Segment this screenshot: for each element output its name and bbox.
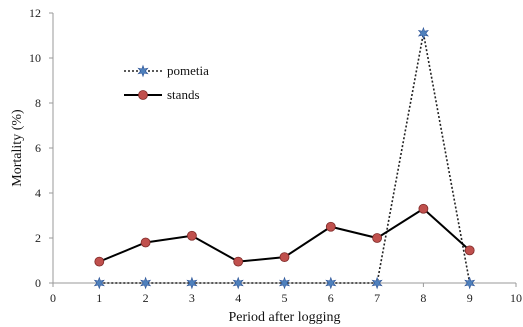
data-point-pometia <box>278 276 291 290</box>
legend: pometia stands <box>124 63 209 102</box>
data-point-pometia <box>93 276 105 290</box>
y-tick-label: 10 <box>29 51 41 65</box>
data-point-stands <box>94 256 105 267</box>
legend-entry-pometia: pometia <box>124 63 209 78</box>
legend-marker-stands <box>138 90 148 100</box>
data-point-stands <box>279 252 290 263</box>
y-tick-label: 4 <box>35 186 41 200</box>
y-tick-label: 0 <box>35 276 41 290</box>
data-point-pometia <box>325 276 337 290</box>
x-tick-label: 5 <box>282 291 288 305</box>
x-tick-label: 4 <box>235 291 241 305</box>
y-axis-title: Mortality (%) <box>10 109 25 187</box>
x-tick-label: 0 <box>50 291 56 305</box>
legend-label-stands: stands <box>167 87 200 102</box>
data-point-pometia <box>371 276 383 290</box>
y-tick-label: 12 <box>29 6 41 20</box>
legend-entry-stands: stands <box>124 87 200 102</box>
data-point-pometia <box>140 276 152 290</box>
x-tick-label: 1 <box>96 291 102 305</box>
data-point-pometia <box>417 26 429 40</box>
x-tick-label: 10 <box>510 291 522 305</box>
x-tick-label: 7 <box>374 291 380 305</box>
data-point-stands <box>325 221 336 232</box>
data-point-stands <box>372 233 383 243</box>
x-tick-label: 9 <box>467 291 473 305</box>
data-point-stands <box>464 245 475 256</box>
y-tick-label: 8 <box>35 96 41 110</box>
data-point-stands <box>233 256 244 267</box>
y-tick-label: 6 <box>35 141 41 155</box>
data-point-pometia <box>232 276 244 290</box>
x-tick-label: 6 <box>328 291 334 305</box>
data-point-stands <box>418 203 429 214</box>
data-point-pometia <box>464 276 476 290</box>
data-point-stands <box>186 230 197 241</box>
legend-label-pometia: pometia <box>167 63 209 78</box>
x-axis-title: Period after logging <box>229 310 341 325</box>
y-tick-label: 2 <box>35 231 41 245</box>
x-tick-label: 2 <box>143 291 149 305</box>
x-tick-label: 3 <box>189 291 195 305</box>
legend-marker-pometia <box>137 64 149 78</box>
data-point-pometia <box>186 276 198 290</box>
data-point-stands <box>140 237 151 248</box>
series-line-pometia <box>99 33 471 284</box>
x-tick-label: 8 <box>420 291 426 305</box>
